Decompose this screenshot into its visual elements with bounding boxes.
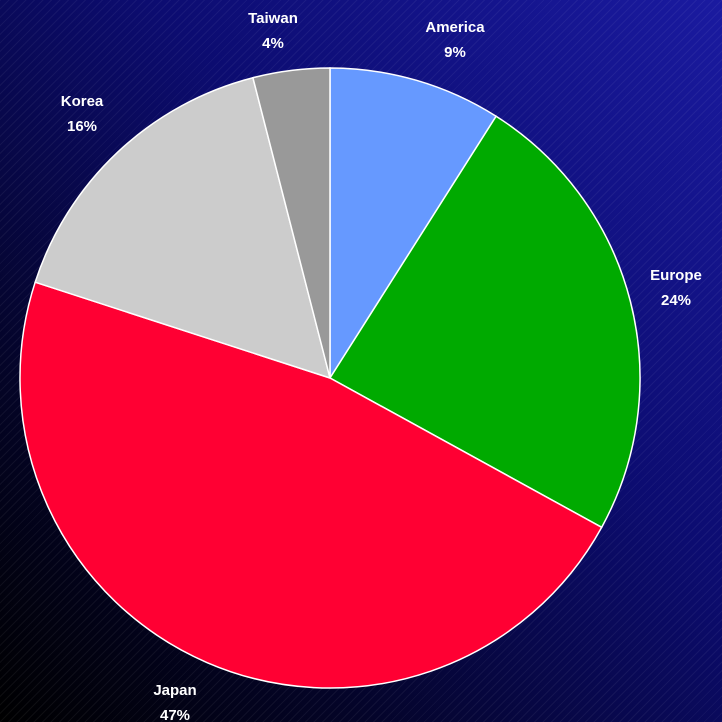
slice-label: Europe <box>650 267 702 284</box>
slice-label: Korea <box>61 93 104 110</box>
pie-slice <box>251 67 331 379</box>
slice-value-label: 9% <box>444 44 466 61</box>
slice-label: Japan <box>153 682 196 699</box>
slice-value-label: 47% <box>160 707 190 722</box>
pie-slice <box>34 76 332 380</box>
slice-value-label: 16% <box>67 118 97 135</box>
pie-slice <box>329 67 498 381</box>
pie-slice <box>19 281 603 689</box>
slice-label: Taiwan <box>248 10 298 27</box>
slice-value-label: 4% <box>262 35 284 52</box>
pie-slice <box>328 115 641 529</box>
slice-value-label: 24% <box>661 292 691 309</box>
slice-label: America <box>425 19 485 36</box>
